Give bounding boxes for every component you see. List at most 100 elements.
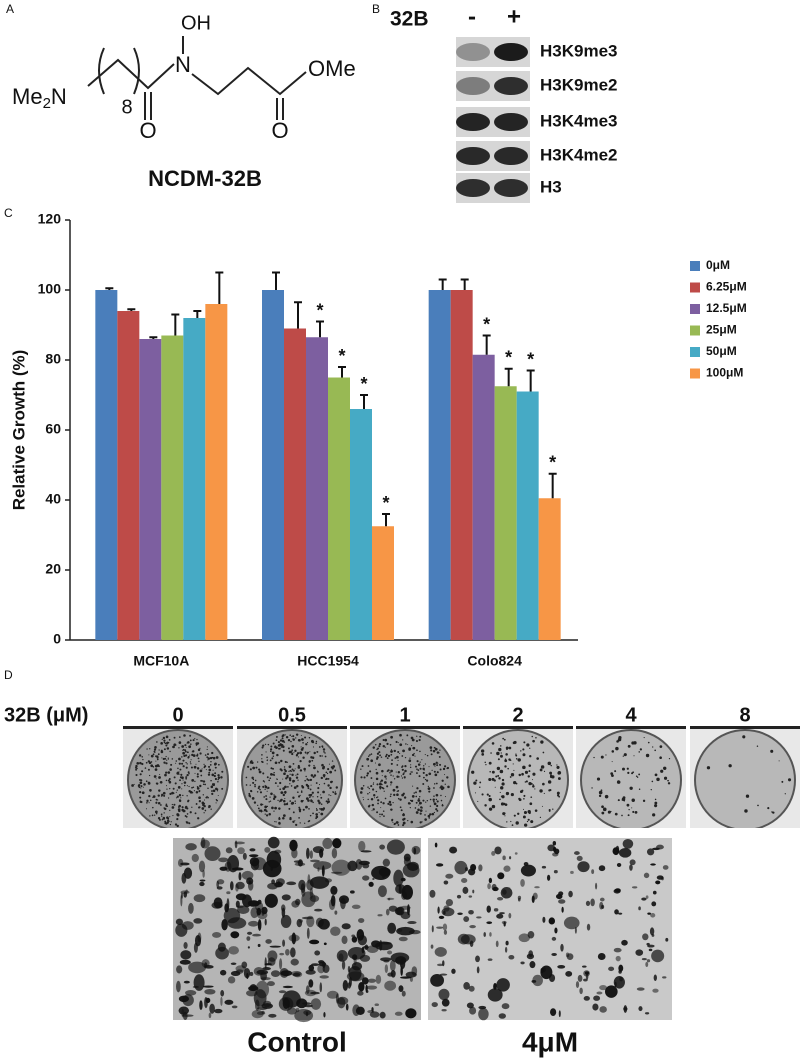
colony-dot <box>160 749 163 752</box>
colony-dot <box>152 766 155 768</box>
colony-dot <box>320 776 323 780</box>
colony-dot <box>402 773 405 776</box>
colony-blob <box>496 913 504 919</box>
bracket <box>133 47 140 95</box>
colony-dot <box>502 737 505 740</box>
colony-dot <box>311 759 314 762</box>
colony-dot <box>415 801 418 804</box>
colony-dot <box>299 822 301 824</box>
colony-dot <box>543 770 546 772</box>
colony-dot <box>252 778 255 781</box>
colony-dot <box>133 783 135 785</box>
colony-dot <box>162 736 166 740</box>
colony-dot <box>140 785 143 788</box>
dish-rim <box>690 726 800 729</box>
colony-blob <box>257 899 262 905</box>
bond <box>87 58 175 90</box>
colony-dot <box>175 791 177 793</box>
colony-dot <box>528 782 532 786</box>
colony-dot <box>317 787 320 790</box>
colony-dot <box>627 814 630 817</box>
colony-dot <box>198 760 200 763</box>
colony-dot <box>610 772 614 776</box>
colony-dot <box>411 745 413 747</box>
colony-dot <box>523 810 528 815</box>
colony-blob <box>399 905 411 910</box>
colony-dot <box>170 821 172 823</box>
lane-label: - <box>468 3 476 30</box>
colony-dot <box>446 776 449 779</box>
colony-dot <box>183 810 186 812</box>
colony-dot <box>319 807 321 810</box>
colony-dot <box>163 761 166 764</box>
atom: OMe <box>308 56 356 81</box>
colony-dot <box>139 781 143 785</box>
colony-blob <box>366 985 378 990</box>
colony-dot <box>185 762 187 764</box>
colony-dot <box>439 749 441 751</box>
colony-blob <box>437 963 444 967</box>
colony-blob <box>492 886 499 892</box>
colony-blob <box>342 979 349 991</box>
colony-dot <box>189 811 192 814</box>
colony-dot <box>166 759 168 761</box>
structure: Me2N 8 O N OH O OMe NCDM-32B <box>12 12 356 191</box>
colony-dot <box>604 794 609 799</box>
colony-dot <box>155 798 158 801</box>
colony-dot <box>292 735 295 738</box>
colony-blob <box>304 1004 313 1008</box>
colony-blob <box>502 889 507 895</box>
colony-dot <box>191 751 193 753</box>
colony-dot <box>206 756 209 758</box>
colony-blob <box>497 872 505 880</box>
colony-dot <box>312 746 315 748</box>
colony-dot <box>473 781 477 785</box>
colony-dot <box>539 768 543 772</box>
colony-dot <box>430 753 433 756</box>
colony-dot <box>194 812 197 815</box>
colony-dot <box>325 777 328 781</box>
colony-blob <box>509 856 512 860</box>
colony-dot <box>370 759 374 763</box>
bar <box>205 304 228 640</box>
colony-dot <box>532 739 535 743</box>
colony-blob <box>557 964 566 969</box>
colony-dot <box>166 821 169 824</box>
colony-dot <box>380 801 383 804</box>
colony-dot <box>374 762 377 764</box>
colony-dot <box>198 806 201 809</box>
colony-dot <box>166 788 168 790</box>
colony-dot <box>474 792 477 794</box>
dish-rim <box>350 726 460 729</box>
colony-dot <box>654 798 657 801</box>
colony-dot <box>436 800 439 803</box>
colony-dot <box>388 800 392 804</box>
colony-dot <box>367 786 369 788</box>
colony-dot <box>278 807 281 810</box>
bar <box>494 386 517 640</box>
colony-blob <box>310 991 320 995</box>
colony-blob <box>542 916 546 923</box>
colony-blob <box>496 896 504 901</box>
colony-dot <box>295 774 297 776</box>
colony-dot <box>309 751 311 753</box>
colony-dot <box>273 795 277 799</box>
colony-dot <box>419 796 421 798</box>
colony-dot <box>300 734 302 736</box>
colony-blob <box>570 870 574 875</box>
colony-blob <box>615 955 621 962</box>
colony-dot <box>291 773 294 777</box>
colony-dot <box>372 788 375 791</box>
colony-dot <box>176 813 180 816</box>
colony-blob <box>395 956 407 965</box>
colony-blob <box>595 882 598 890</box>
colony-dot <box>372 783 375 785</box>
colony-dot <box>186 742 188 744</box>
colony-blob <box>468 895 473 898</box>
colony-dot <box>380 756 383 758</box>
colony-dot <box>305 805 308 809</box>
y-tick-label: 0 <box>53 631 61 647</box>
colony-dot <box>650 789 652 791</box>
colony-dot <box>500 795 503 797</box>
